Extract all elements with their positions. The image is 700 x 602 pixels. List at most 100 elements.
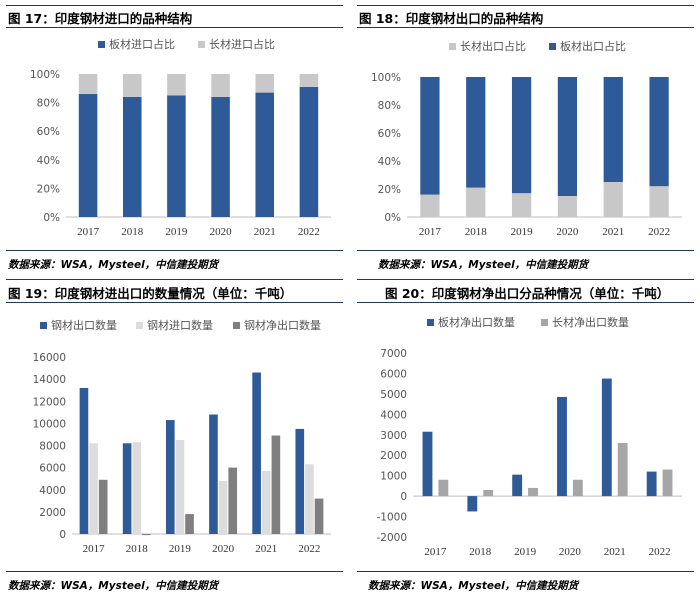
x-tick-label: 2018 [465,226,488,238]
bar [603,77,623,182]
trade-volume-chart: 钢材出口数量 钢材进口数量 钢材净出口数量 0 2000 4000 6000 8000 1000… [33,318,331,555]
chart-title: 图 19：印度钢材进出口的数量情况（单位：千吨） [8,286,293,301]
panel-bottom-rule [6,250,343,251]
bar [466,77,486,188]
legend-label: 钢材净出口数量 [244,318,321,332]
y-tick-label: 6000 [39,463,66,475]
chart-title: 图 20：印度钢材净出口分品种情况（单位：千吨） [385,286,670,301]
panel-top-rule [357,279,694,280]
x-tick-label: 2017 [77,226,100,238]
y-tick-label: 2000 [380,450,407,462]
y-tick-label: 2000 [39,507,66,519]
bar [662,469,673,497]
x-tick-label: 2019 [165,226,188,238]
legend-label: 长材出口占比 [460,39,526,53]
y-tick-label: 0 [59,529,66,541]
y-tick-label: 0% [384,212,401,224]
bar [211,74,230,97]
bar [299,74,319,87]
y-tick-label: 100% [371,72,401,84]
legend-swatch [98,41,105,48]
y-tick-label: 0% [43,212,60,224]
x-tick-label: 2019 [514,546,537,558]
bar [122,74,142,97]
x-tick-label: 2021 [255,543,277,555]
bar [617,442,628,497]
x-tick-label: 2018 [126,543,149,555]
legend-label: 板材进口占比 [109,37,175,51]
x-tick-label: 2020 [210,226,233,238]
chart-title: 图 17：印度钢材进口的品种结构 [8,11,193,26]
bar [175,439,185,534]
y-tick-label: 20% [378,184,401,196]
bar [89,443,98,534]
x-tick-label: 2019 [511,226,534,238]
x-tick-label: 2022 [649,546,671,558]
bar [601,378,612,497]
legend-swatch [549,43,556,50]
bar [572,479,583,497]
y-tick-label: 4000 [39,485,66,497]
y-tick-label: 8000 [39,441,66,453]
bar [98,479,108,534]
y-tick-label: 40% [37,155,60,167]
x-tick-label: 2020 [559,546,582,558]
y-tick-label: 14000 [33,374,66,386]
bar [483,489,494,497]
y-tick-label: 0 [400,491,407,503]
y-tick-label: 1000 [380,471,407,483]
y-tick-label: 6000 [380,368,407,380]
bar [271,435,281,534]
bar [557,396,567,497]
y-tick-label: 80% [378,100,401,112]
x-tick-label: 2017 [424,546,447,558]
net-export-chart: 板材净出口数量 长材净出口数量 -2000 -1000 0 1000 2000 3000 400… [376,315,682,558]
panel-top-rule [357,5,694,6]
bar [255,74,275,93]
bar [314,498,324,534]
bar [438,479,449,497]
y-tick-label: 12000 [33,396,66,408]
bar [420,194,440,217]
bar [511,193,532,217]
bar [557,196,578,217]
panel-title-rule [6,27,343,28]
y-tick-label: 40% [378,156,401,168]
panel-bottom-rule [357,571,694,572]
bar [422,431,433,497]
bar [211,96,230,217]
source-note: 数据来源：WSA，Mysteel，中信建投期货 [378,259,589,271]
legend-swatch [40,322,47,329]
bar [209,414,218,534]
y-tick-label: 60% [378,128,401,140]
bar [252,372,261,534]
y-tick-label: 20% [37,183,60,195]
x-tick-label: 2021 [604,546,626,558]
bar [511,77,532,194]
bar [528,487,538,497]
bar [299,86,319,217]
bar [420,77,440,195]
bar [78,74,98,95]
bar [78,94,98,217]
y-tick-label: 4000 [380,409,407,421]
source-note: 数据来源：WSA，Mysteel，中信建投期货 [8,259,219,271]
y-tick-label: 100% [30,69,60,81]
panel-bottom-rule [357,250,694,251]
panel-top-rule [6,279,343,280]
source-note: 数据来源：WSA，Mysteel，中信建投期货 [8,580,219,592]
x-tick-label: 2022 [298,543,320,555]
y-tick-label: 60% [37,126,60,138]
bar [122,443,132,534]
bar [185,514,194,534]
bar [165,420,175,534]
x-tick-label: 2022 [298,226,320,238]
y-tick-label: -1000 [376,512,407,524]
bar [218,480,228,534]
y-tick-label: 7000 [380,348,407,360]
bar [305,464,314,534]
y-tick-label: 5000 [380,389,407,401]
bar [295,428,305,534]
x-tick-label: 2017 [419,226,442,238]
bar [649,186,669,217]
